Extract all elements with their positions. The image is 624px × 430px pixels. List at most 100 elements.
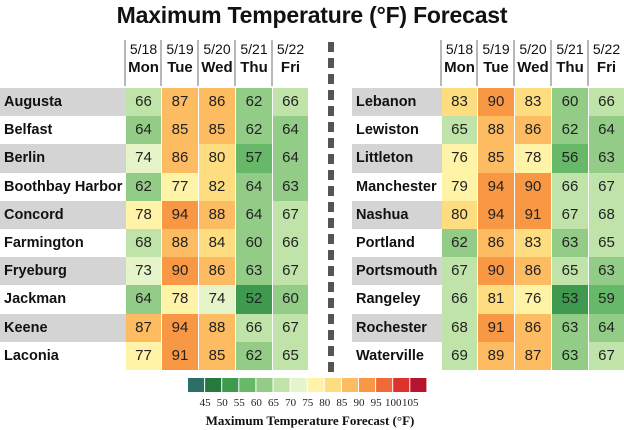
city-label: Farmington <box>4 235 84 251</box>
legend-swatch <box>290 378 307 392</box>
column-separator <box>197 40 199 86</box>
legend-tick-label: 60 <box>250 397 262 409</box>
temperature-cell: 80 <box>442 200 477 229</box>
column-separator <box>587 40 589 86</box>
column-separator <box>440 40 442 86</box>
temperature-cell: 62 <box>236 88 272 117</box>
temperature-cell: 65 <box>589 229 624 258</box>
temperature-cell: 91 <box>478 313 514 342</box>
temperature-cell: 85 <box>162 116 198 145</box>
temperature-cell: 69 <box>442 341 477 370</box>
temperature-cell: 77 <box>162 172 198 201</box>
legend-tick-label: 65 <box>268 397 279 409</box>
column-day: Tue <box>167 59 193 76</box>
column-day: Thu <box>556 59 584 76</box>
legend-swatch <box>222 378 239 392</box>
city-label: Lewiston <box>356 122 419 139</box>
city-label: Concord <box>0 200 126 229</box>
column-separator <box>550 40 552 86</box>
temperature-cell: 68 <box>442 313 477 342</box>
temperature-cell: 67 <box>589 341 624 370</box>
temperature-cell: 91 <box>515 200 551 229</box>
city-label: Portland <box>356 235 415 251</box>
legend-tick-label: 75 <box>302 397 314 409</box>
temperature-cell: 66 <box>273 229 308 258</box>
column-date: 5/21 <box>556 41 584 57</box>
temperature-cell: 67 <box>442 257 477 286</box>
city-label: Belfast <box>4 122 53 139</box>
column-date: 5/19 <box>166 41 194 57</box>
temperature-cell: 86 <box>515 257 551 286</box>
city-label: Waterville <box>356 347 424 364</box>
legend-swatch <box>341 378 358 392</box>
temperature-cell: 88 <box>478 116 514 145</box>
city-label: Nashua <box>352 200 442 229</box>
temperature-cell: 94 <box>478 172 514 201</box>
column-separator <box>160 40 162 86</box>
temperature-cell: 64 <box>236 200 272 229</box>
column-day: Wed <box>517 59 549 76</box>
temperature-cell: 85 <box>199 341 235 370</box>
temperature-cell: 66 <box>236 313 272 342</box>
temperature-cell: 64 <box>273 116 308 145</box>
legend-tick-label: 90 <box>353 397 365 409</box>
legend-swatch <box>324 378 341 392</box>
column-day: Fri <box>280 59 301 76</box>
city-label: Portsmouth <box>352 257 442 286</box>
temperature-cell: 67 <box>552 200 588 229</box>
column-date: 5/19 <box>482 41 510 57</box>
legend-title: Maximum Temperature Forecast (°F) <box>205 413 415 428</box>
column-separator <box>124 40 126 86</box>
column-day: Mon <box>444 59 475 76</box>
temperature-cell: 59 <box>589 285 624 314</box>
temperature-cell: 90 <box>162 257 198 286</box>
temperature-cell: 76 <box>515 285 551 314</box>
temperature-cell: 64 <box>126 116 161 145</box>
temperature-cell: 80 <box>199 144 235 173</box>
temperature-cell: 62 <box>236 116 272 145</box>
temperature-cell: 65 <box>442 116 477 145</box>
temperature-cell: 89 <box>478 341 514 370</box>
temperature-cell: 64 <box>589 313 624 342</box>
temperature-cell: 63 <box>552 341 588 370</box>
city-label: Jackman <box>4 291 67 308</box>
temperature-cell: 66 <box>273 88 308 117</box>
temperature-cell: 86 <box>199 257 235 286</box>
temperature-cell: 67 <box>273 200 308 229</box>
city-label: Keene <box>0 313 126 342</box>
temperature-cell: 68 <box>126 229 161 258</box>
temperature-cell: 66 <box>552 172 588 201</box>
temperature-cell: 86 <box>478 229 514 258</box>
column-separator <box>271 40 273 86</box>
legend-swatch <box>239 378 256 392</box>
column-date: 5/21 <box>240 41 268 57</box>
temperature-cell: 63 <box>589 144 624 173</box>
temperature-cell: 86 <box>162 144 198 173</box>
temperature-cell: 67 <box>273 313 308 342</box>
temperature-cell: 88 <box>162 229 198 258</box>
temperature-cell: 62 <box>552 116 588 145</box>
chart-title: Maximum Temperature (°F) Forecast <box>116 2 508 28</box>
column-day: Tue <box>483 59 509 76</box>
legend-tick-label: 70 <box>285 397 297 409</box>
city-label: Augusta <box>0 88 126 117</box>
column-date: 5/18 <box>445 41 474 57</box>
panel-divider <box>328 42 334 372</box>
column-date: 5/20 <box>519 41 547 57</box>
temperature-cell: 64 <box>126 285 161 314</box>
temperature-cell: 64 <box>236 172 272 201</box>
legend-swatch <box>376 378 393 392</box>
temperature-cell: 94 <box>162 200 198 229</box>
city-label: Littleton <box>352 144 442 173</box>
temperature-cell: 90 <box>515 172 551 201</box>
city-label: Berlin <box>0 144 126 173</box>
temperature-cell: 64 <box>273 144 308 173</box>
legend-tick-label: 80 <box>319 397 331 409</box>
temperature-cell: 78 <box>126 200 161 229</box>
temperature-cell: 73 <box>126 257 161 286</box>
temperature-cell: 65 <box>273 341 308 370</box>
column-day: Mon <box>128 59 159 76</box>
temperature-cell: 57 <box>236 144 272 173</box>
temperature-cell: 83 <box>515 229 551 258</box>
